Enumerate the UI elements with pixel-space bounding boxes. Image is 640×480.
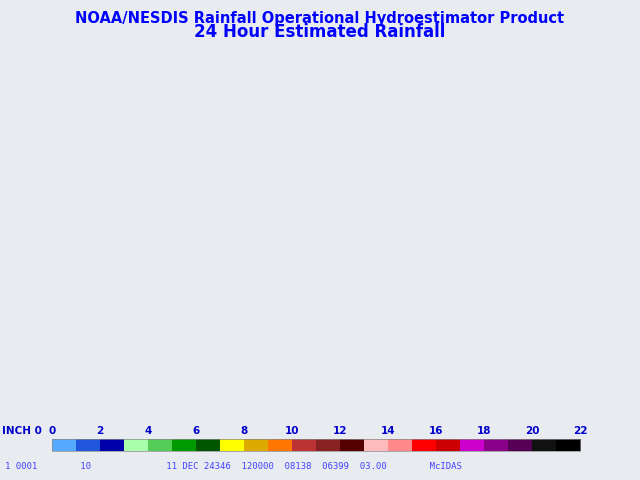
Text: 6: 6 xyxy=(193,426,200,436)
Text: 24 Hour Estimated Rainfall: 24 Hour Estimated Rainfall xyxy=(195,23,445,41)
Text: 14: 14 xyxy=(381,426,396,436)
Bar xyxy=(268,439,292,451)
Bar xyxy=(196,439,221,451)
Text: 1 0001        10              11 DEC 24346  120000  08138  06399  03.00        M: 1 0001 10 11 DEC 24346 120000 08138 0639… xyxy=(5,462,462,470)
Bar xyxy=(52,439,580,451)
Bar xyxy=(364,439,388,451)
Bar xyxy=(436,439,461,451)
Bar xyxy=(484,439,509,451)
Text: 2: 2 xyxy=(97,426,104,436)
Text: 8: 8 xyxy=(241,426,248,436)
Bar xyxy=(508,439,532,451)
Bar xyxy=(76,439,100,451)
Text: NOAA/NESDIS Rainfall Operational Hydroestimator Product: NOAA/NESDIS Rainfall Operational Hydroes… xyxy=(76,11,564,26)
Text: 10: 10 xyxy=(285,426,300,436)
Bar xyxy=(220,439,244,451)
Bar xyxy=(100,439,125,451)
Text: INCH 0: INCH 0 xyxy=(2,426,42,436)
Bar xyxy=(244,439,269,451)
Text: 4: 4 xyxy=(144,426,152,436)
Text: 18: 18 xyxy=(477,426,492,436)
Bar xyxy=(412,439,436,451)
Bar xyxy=(172,439,196,451)
Bar xyxy=(316,439,340,451)
Text: 0: 0 xyxy=(49,426,56,436)
Bar xyxy=(388,439,413,451)
Bar xyxy=(124,439,148,451)
Text: 16: 16 xyxy=(429,426,444,436)
Bar xyxy=(292,439,317,451)
Bar xyxy=(460,439,484,451)
Bar xyxy=(148,439,173,451)
Bar xyxy=(532,439,557,451)
Bar xyxy=(52,439,77,451)
Bar xyxy=(556,439,580,451)
Text: 22: 22 xyxy=(573,426,588,436)
Bar xyxy=(340,439,365,451)
Text: 20: 20 xyxy=(525,426,540,436)
Text: 12: 12 xyxy=(333,426,348,436)
